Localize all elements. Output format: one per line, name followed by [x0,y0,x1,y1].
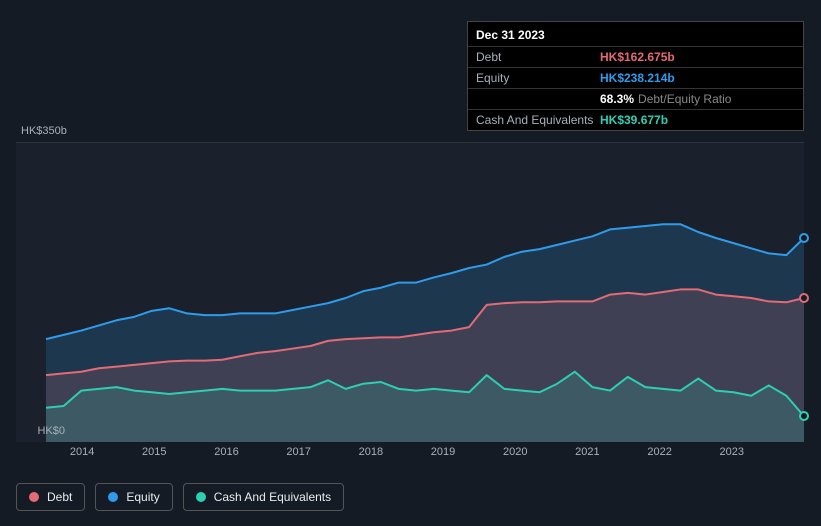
tooltip-row-value: HK$162.675b [600,50,675,64]
x-axis-labels: 2014 2015 2016 2017 2018 2019 2020 2021 2022 2023 [16,446,804,464]
series-end-marker [799,411,809,421]
tooltip-row-label [476,92,600,106]
chart-plot-area [16,142,804,442]
x-tick-label: 2020 [503,446,527,458]
tooltip-row-value: HK$39.677b [600,113,668,127]
tooltip-row: 68.3%Debt/Equity Ratio [468,88,803,109]
legend-item-label: Cash And Equivalents [214,490,331,504]
x-tick-label: 2021 [575,446,599,458]
legend-dot-icon [196,492,206,502]
x-tick-label: 2023 [720,446,744,458]
tooltip-row: DebtHK$162.675b [468,46,803,67]
tooltip-row-label: Debt [476,50,600,64]
y-axis-bottom-label: HK$0 [21,425,65,437]
legend-item-label: Equity [126,490,159,504]
tooltip-row: Cash And EquivalentsHK$39.677b [468,109,803,130]
legend-dot-icon [108,492,118,502]
x-tick-label: 2014 [70,446,94,458]
chart-legend: Debt Equity Cash And Equivalents [16,483,344,511]
tooltip-row-sublabel: Debt/Equity Ratio [638,92,731,106]
series-end-marker [799,293,809,303]
series-end-marker [799,233,809,243]
tooltip-date: Dec 31 2023 [468,28,803,46]
legend-dot-icon [29,492,39,502]
x-tick-label: 2018 [359,446,383,458]
x-tick-label: 2016 [214,446,238,458]
x-tick-label: 2022 [647,446,671,458]
x-tick-label: 2019 [431,446,455,458]
legend-item[interactable]: Cash And Equivalents [183,483,344,511]
legend-item[interactable]: Equity [95,483,172,511]
data-tooltip: Dec 31 2023 DebtHK$162.675bEquityHK$238.… [467,21,804,131]
legend-item-label: Debt [47,490,72,504]
chart-svg [16,142,804,442]
x-tick-label: 2017 [286,446,310,458]
y-axis-top-label: HK$350b [21,125,65,137]
legend-item[interactable]: Debt [16,483,85,511]
grid-line-top [16,142,804,143]
tooltip-row-value: HK$238.214b [600,71,675,85]
tooltip-row-value: 68.3%Debt/Equity Ratio [600,92,731,106]
tooltip-row-label: Equity [476,71,600,85]
x-tick-label: 2015 [142,446,166,458]
debt-equity-chart: HK$350b HK$0 2014 2015 2016 2017 2018 2019 202… [16,120,804,465]
tooltip-row-label: Cash And Equivalents [476,113,600,127]
tooltip-row: EquityHK$238.214b [468,67,803,88]
